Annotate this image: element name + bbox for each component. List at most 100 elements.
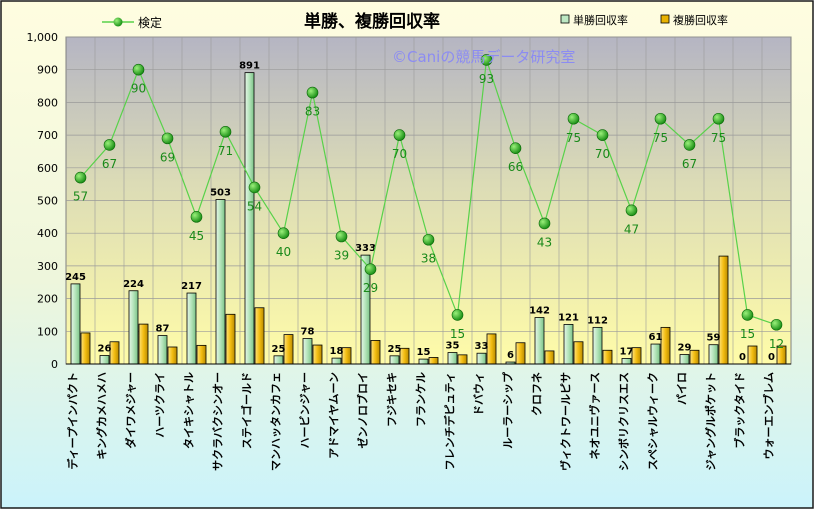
x-tick-label: ハービンジャー <box>298 372 312 448</box>
line-point-label: 93 <box>479 72 494 86</box>
bar-place <box>196 344 207 365</box>
bar-win-label: 33 <box>475 341 489 352</box>
line-point-label: 66 <box>508 160 523 174</box>
bar-place <box>747 345 758 365</box>
bar-win-label: 35 <box>446 341 460 352</box>
bar-place <box>370 340 381 365</box>
x-tick-label: サクラバクシンオー <box>212 372 225 471</box>
bar-win-label: 0 <box>768 352 775 363</box>
y-tick-label: 200 <box>37 293 58 306</box>
line-point-label: 15 <box>740 327 755 341</box>
legend-swatch-bar1 <box>560 14 570 24</box>
line-point <box>277 227 290 239</box>
legend: 検定 単勝回収率 複勝回収率 <box>102 13 728 30</box>
line-point-label: 67 <box>682 157 697 171</box>
line-point-label: 71 <box>218 144 233 158</box>
line-point <box>538 217 551 230</box>
line-point <box>480 54 493 66</box>
bar-win <box>708 344 719 365</box>
bar-win <box>563 324 574 365</box>
line-point <box>654 112 667 125</box>
legend-label-bar1: 単勝回収率 <box>573 13 628 27</box>
line-point-label: 69 <box>160 150 175 164</box>
bar-win <box>650 343 661 365</box>
bar-place <box>544 350 555 365</box>
line-point <box>103 139 116 151</box>
line-point-label: 45 <box>189 229 204 243</box>
bar-win <box>447 352 458 365</box>
bar-place <box>138 323 149 365</box>
x-tick-label: ネオユニヴァース <box>588 372 602 459</box>
y-axis: 0 100 200 300 400 500 600 700 800 900 1,000 <box>27 31 59 371</box>
y-tick-label: 600 <box>37 162 58 175</box>
line-point <box>364 263 377 275</box>
bar-win <box>418 358 429 365</box>
bar-win <box>302 338 313 365</box>
bar-win-label: 29 <box>678 343 692 354</box>
x-tick-label: フレンチデピュティ <box>443 372 457 470</box>
x-tick-label: シンボリクリスエス <box>617 372 631 471</box>
bar-win-label: 26 <box>98 343 112 354</box>
bar-win <box>331 357 342 365</box>
y-tick-label: 400 <box>37 227 58 240</box>
x-tick-label: ジャングルポケット <box>704 372 718 470</box>
bar-win-label: 6 <box>507 350 514 361</box>
line-point-label: 75 <box>711 131 726 145</box>
y-tick-label: 500 <box>37 195 58 208</box>
bar-win-label: 217 <box>181 281 202 292</box>
x-tick-label: アドマイヤムーン <box>328 372 341 459</box>
legend-item-line: 検定 <box>102 15 162 30</box>
x-tick-label: ドバウィ <box>473 372 486 416</box>
bar-win <box>389 355 400 365</box>
line-point <box>132 63 145 76</box>
x-tick-label: キングカメハメハ <box>95 372 109 460</box>
bar-win-label: 15 <box>417 347 431 358</box>
bar-win <box>476 352 487 365</box>
line-point-label: 70 <box>392 147 407 161</box>
line-point <box>509 142 522 154</box>
y-tick-label: 300 <box>37 260 58 273</box>
legend-item-bar1: 単勝回収率 <box>560 13 628 27</box>
line-point-label: 15 <box>450 327 465 341</box>
x-tick-label: フジキセキ <box>386 372 399 427</box>
line-point-label: 75 <box>653 131 668 145</box>
bar-win-label: 18 <box>330 346 344 357</box>
bar-win <box>592 326 603 365</box>
line-point-label: 29 <box>363 281 378 295</box>
line-point-label: 40 <box>276 245 291 259</box>
bar-win-label: 503 <box>210 188 231 199</box>
line-point <box>219 126 232 138</box>
line-point-label: 43 <box>537 235 552 249</box>
x-tick-label: タイキシャトル <box>183 372 196 449</box>
bar-place <box>573 341 584 365</box>
legend-label-line: 検定 <box>138 15 162 30</box>
bar-win-label: 142 <box>529 306 550 317</box>
y-tick-label: 800 <box>37 96 58 109</box>
bar-win-label: 17 <box>620 346 634 357</box>
bar-win-label: 0 <box>739 352 746 363</box>
bar-win-label: 112 <box>587 315 608 326</box>
line-point <box>770 318 783 331</box>
x-tick-label: クロフネ <box>531 372 544 416</box>
bar-win <box>70 283 81 365</box>
chart-title: 単勝、複勝回収率 <box>304 11 440 32</box>
line-point <box>393 129 406 141</box>
legend-swatch-bar2 <box>660 14 670 24</box>
line-point <box>248 181 261 194</box>
bar-win <box>534 317 545 365</box>
x-tick-label: ダイワメジャー <box>124 372 138 448</box>
line-point-label: 67 <box>102 157 117 171</box>
bar-win <box>99 355 110 365</box>
bar-win-label: 87 <box>156 324 170 335</box>
bar-win-label: 25 <box>388 344 402 355</box>
bar-win <box>215 199 226 365</box>
bar-place <box>602 349 613 365</box>
line-point <box>161 132 174 145</box>
x-tick-label: ステイゴールド <box>240 372 254 449</box>
legend-item-bar2: 複勝回収率 <box>660 13 728 27</box>
line-point-label: 12 <box>769 337 784 351</box>
y-tick-label: 900 <box>37 64 58 77</box>
bar-win-label: 333 <box>355 243 376 254</box>
grid-lines <box>66 36 791 364</box>
